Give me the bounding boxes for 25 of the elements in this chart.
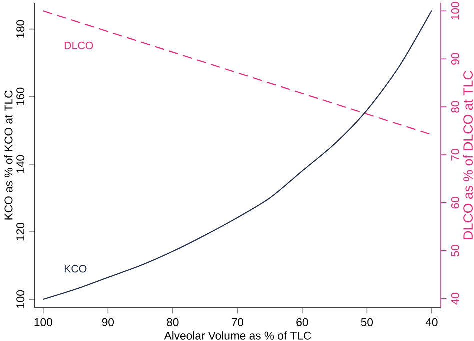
y-tick-label: 120 bbox=[16, 222, 25, 241]
x-axis-title: Alveolar Volume as % of TLC bbox=[164, 332, 312, 340]
y2-tick-label: 70 bbox=[451, 149, 460, 161]
x-tick-label: 40 bbox=[426, 318, 438, 326]
y2-tick-label: 50 bbox=[451, 245, 460, 257]
y2-tick-label: 40 bbox=[451, 293, 460, 305]
y2-axis-title: DLCO as % of DLCO at TLC bbox=[463, 71, 474, 240]
line-series bbox=[42, 10, 432, 300]
x-tick-label: 100 bbox=[34, 318, 52, 326]
x-tick-label: 90 bbox=[102, 318, 114, 326]
y-tick-label: 180 bbox=[16, 20, 25, 38]
y-tick-label: 100 bbox=[16, 290, 25, 308]
y2-tick-label: 60 bbox=[451, 197, 460, 209]
x-tick-label: 60 bbox=[296, 318, 308, 326]
x-tick-label: 70 bbox=[232, 318, 244, 326]
y-tick-label: 160 bbox=[16, 88, 25, 106]
y-axis-title: KCO as % of KCO at TLC bbox=[4, 90, 13, 220]
y2-tick-label: 90 bbox=[451, 53, 460, 65]
x-tick-label: 80 bbox=[167, 318, 179, 326]
y2-tick-label: 80 bbox=[451, 101, 460, 113]
series-label: KCO bbox=[64, 265, 87, 273]
y2-tick-label: 100 bbox=[451, 2, 460, 20]
x-tick-label: 50 bbox=[361, 318, 374, 326]
y-tick-label: 140 bbox=[16, 155, 25, 174]
series-label: DLCO bbox=[64, 42, 94, 50]
